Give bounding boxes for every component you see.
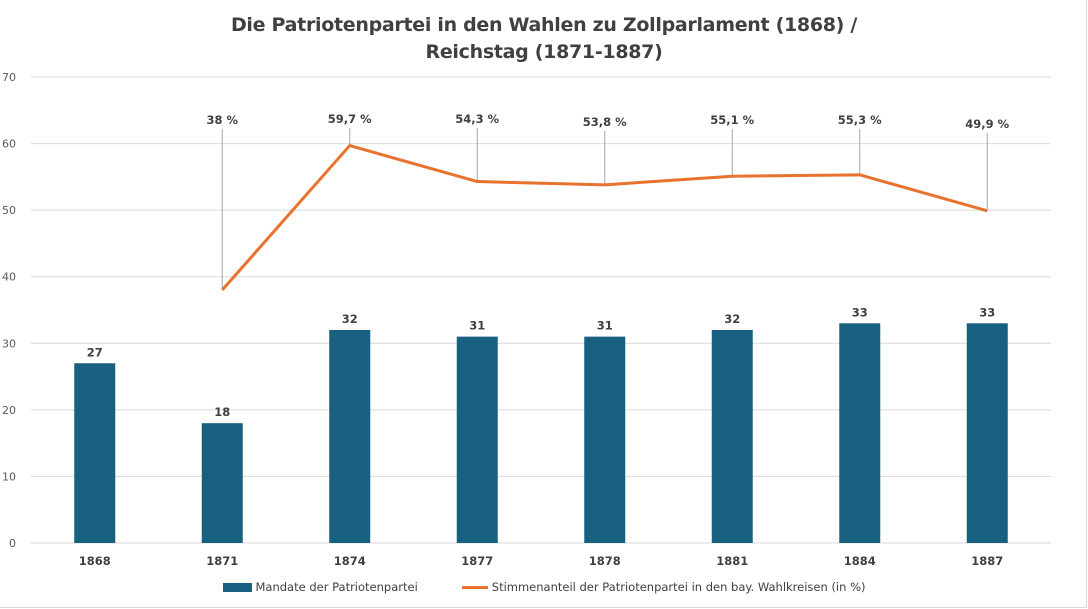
x-tick-label-1881: 1881 xyxy=(716,554,748,568)
bar-label-1877: 31 xyxy=(469,319,485,333)
data-labels: 27 18 32 31 31 32 33 33 38 % 59,7 % 54,3 % 53,8 % 55… xyxy=(87,112,1010,419)
line-series xyxy=(221,144,988,292)
leader-lines xyxy=(221,128,988,291)
chart-title-line2: Reichstag (1871-1887) xyxy=(425,41,663,63)
line-label-1887: 49,9 % xyxy=(965,117,1009,131)
bar-1877 xyxy=(456,336,498,543)
y-tick-label-20: 20 xyxy=(2,404,16,417)
x-tick-label-1884: 1884 xyxy=(844,554,876,568)
bar-label-1887: 33 xyxy=(979,305,995,319)
bar-1887 xyxy=(966,323,1008,543)
x-axis-ticks: 1868 1871 1874 1877 1878 1881 1884 1887 xyxy=(79,554,1004,568)
y-tick-label-0: 0 xyxy=(9,537,16,550)
bar-1884 xyxy=(839,323,881,543)
legend: Mandate der Patriotenpartei Stimmenantei… xyxy=(0,580,1088,594)
chart-title-line1: Die Patriotenpartei in den Wahlen zu Zol… xyxy=(230,14,858,36)
bar-1868 xyxy=(74,363,116,543)
legend-swatch-bars xyxy=(222,582,252,592)
chart-title: Die Patriotenpartei in den Wahlen zu Zol… xyxy=(0,12,1088,66)
bar-1878 xyxy=(584,336,626,543)
bar-label-1881: 32 xyxy=(724,312,740,326)
bar-1874 xyxy=(329,329,371,543)
y-axis-ticks: 0 10 20 30 40 50 60 70 xyxy=(2,71,16,550)
line-stimmenanteil xyxy=(221,144,988,292)
line-label-1871: 38 % xyxy=(206,113,238,127)
x-tick-label-1878: 1878 xyxy=(589,554,621,568)
x-tick-label-1874: 1874 xyxy=(334,554,366,568)
y-tick-label-10: 10 xyxy=(2,470,16,483)
y-tick-label-70: 70 xyxy=(2,71,16,84)
legend-label-bars: Mandate der Patriotenpartei xyxy=(255,580,418,594)
legend-item-bars: Mandate der Patriotenpartei xyxy=(222,580,418,594)
bar-label-1874: 32 xyxy=(342,312,358,326)
legend-label-line: Stimmenanteil der Patriotenpartei in den… xyxy=(491,580,866,594)
line-label-1881: 55,1 % xyxy=(710,113,754,127)
y-tick-label-30: 30 xyxy=(2,337,16,350)
y-tick-label-60: 60 xyxy=(2,138,16,151)
bar-label-1884: 33 xyxy=(852,305,868,319)
x-tick-label-1871: 1871 xyxy=(206,554,238,568)
legend-item-line: Stimmenanteil der Patriotenpartei in den… xyxy=(461,580,866,594)
line-label-1884: 55,3 % xyxy=(838,113,882,127)
line-label-1877: 54,3 % xyxy=(455,112,499,126)
x-tick-label-1868: 1868 xyxy=(79,554,111,568)
bar-1881 xyxy=(711,329,753,543)
x-tick-label-1877: 1877 xyxy=(461,554,493,568)
line-label-1874: 59,7 % xyxy=(328,112,372,126)
line-label-1878: 53,8 % xyxy=(583,115,627,129)
bar-1871 xyxy=(201,423,243,543)
y-tick-label-40: 40 xyxy=(2,271,16,284)
bar-series xyxy=(74,323,1008,543)
bar-label-1878: 31 xyxy=(597,319,613,333)
x-tick-label-1887: 1887 xyxy=(971,554,1003,568)
bar-label-1868: 27 xyxy=(87,345,103,359)
legend-swatch-line xyxy=(461,585,488,589)
gridlines xyxy=(31,76,1051,544)
y-tick-label-50: 50 xyxy=(2,204,16,217)
bar-label-1871: 18 xyxy=(214,405,230,419)
